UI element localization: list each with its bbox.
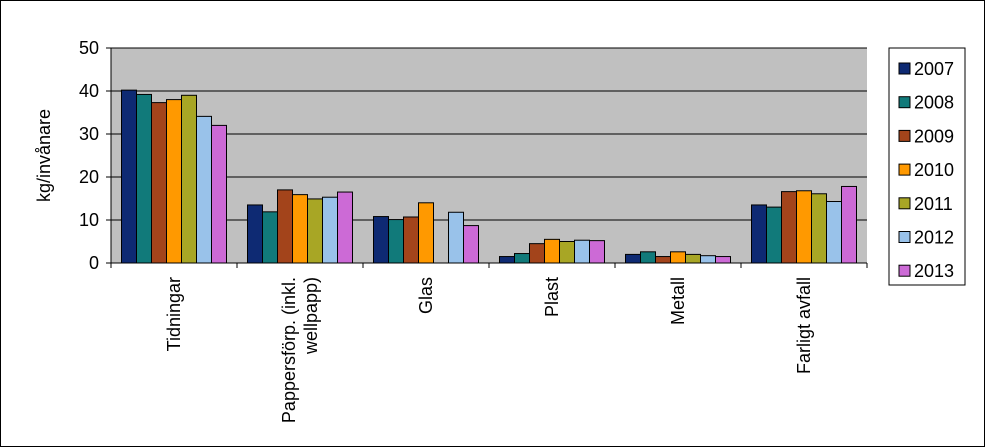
- bar: [589, 240, 605, 264]
- x-tick-label: Farligt avfall: [794, 277, 814, 374]
- bar: [781, 191, 797, 264]
- x-tick-label: Tidningar: [164, 277, 184, 351]
- y-axis-title: kg/invånare: [34, 109, 54, 202]
- x-tick-label: wellpapp): [301, 277, 321, 355]
- y-tick-label: 50: [79, 38, 99, 58]
- bar: [292, 194, 308, 264]
- legend-swatch: [898, 231, 911, 243]
- legend-swatch: [898, 96, 911, 109]
- bar: [655, 256, 671, 264]
- x-tick-label: Plast: [542, 277, 562, 317]
- legend-swatch: [898, 163, 911, 176]
- bar: [826, 201, 842, 264]
- legend: 2007 2008 2009 2010 2011 2012 2013: [888, 47, 966, 286]
- legend-label: 2009: [914, 126, 954, 146]
- bar: [700, 255, 716, 264]
- legend-label: 2008: [914, 93, 954, 113]
- x-tick-label: Glas: [416, 277, 436, 314]
- bar: [136, 93, 152, 264]
- legend-swatch: [898, 62, 911, 75]
- axes: 0 10 20 30 40 50 Tidningar Pappersförp. (inkl. w…: [79, 38, 868, 423]
- y-tick-label: 40: [79, 81, 99, 101]
- bar: [640, 251, 656, 264]
- bar: [715, 256, 731, 264]
- legend-label: 2013: [914, 261, 954, 281]
- bar: [322, 196, 338, 264]
- bar: [841, 185, 857, 264]
- legend-label: 2011: [914, 194, 953, 214]
- y-tick-label: 0: [89, 253, 99, 273]
- bar: [121, 89, 137, 264]
- plot-area: [111, 48, 867, 263]
- y-tick-label: 30: [79, 124, 99, 144]
- bar: [151, 102, 167, 264]
- bar: [337, 191, 353, 264]
- bar: [544, 238, 560, 264]
- bar: [418, 202, 434, 264]
- bar: [796, 190, 812, 264]
- bar: [529, 243, 545, 264]
- bar: [463, 225, 479, 264]
- legend-swatch: [898, 264, 911, 277]
- bar: [403, 216, 419, 264]
- y-tick-label: 10: [79, 210, 99, 230]
- bar: [751, 204, 767, 264]
- x-tick-label: Metall: [668, 277, 688, 325]
- bar: [373, 216, 389, 264]
- bar: [247, 204, 263, 264]
- bar: [211, 124, 227, 264]
- y-tick-label: 20: [79, 167, 99, 187]
- legend-label: 2010: [914, 160, 954, 180]
- bar: [766, 206, 782, 264]
- bar: [307, 198, 323, 264]
- bar: [574, 239, 590, 264]
- bar: [514, 253, 530, 264]
- bar: [262, 211, 278, 264]
- grid-lines: [111, 47, 867, 221]
- legend-swatch: [898, 197, 911, 210]
- bar: [685, 253, 701, 264]
- bar: [277, 189, 293, 264]
- bar: [559, 241, 575, 264]
- x-tick-label: Pappersförp. (inkl.: [279, 277, 299, 423]
- bar: [181, 94, 197, 264]
- bar: [811, 193, 827, 264]
- bar: [196, 115, 212, 264]
- bar: [166, 99, 182, 264]
- bar: [499, 256, 515, 264]
- bar: [388, 219, 404, 264]
- bar: [625, 253, 641, 264]
- bar: [448, 211, 464, 264]
- bar: [670, 251, 686, 264]
- legend-label: 2012: [914, 228, 954, 248]
- legend-swatch: [898, 129, 911, 142]
- legend-label: 2007: [914, 59, 954, 79]
